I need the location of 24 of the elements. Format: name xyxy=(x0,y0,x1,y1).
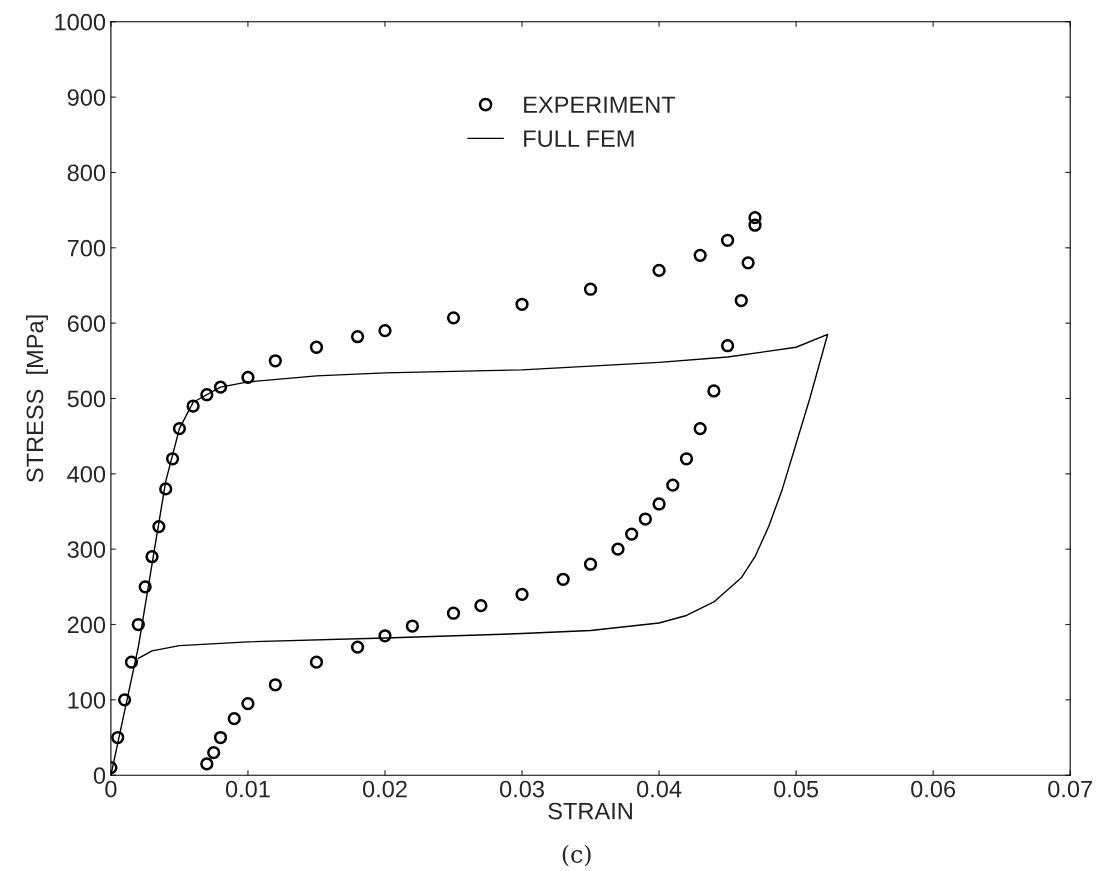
y-tick-label: 700 xyxy=(67,239,106,257)
y-tick-label: 200 xyxy=(67,616,106,634)
legend-label: EXPERIMENT xyxy=(524,96,676,113)
x-tick-label: 0.05 xyxy=(774,780,819,798)
x-tick-label: 0.04 xyxy=(637,780,682,798)
y-tick-label: 1000 xyxy=(55,13,106,31)
y-tick-label: 0 xyxy=(93,767,106,784)
y-tick-label: 100 xyxy=(68,691,106,709)
y-tick-label: 900 xyxy=(67,89,106,106)
x-tick-label: 0.07 xyxy=(1048,780,1092,798)
legend-label: FULL FEM xyxy=(524,130,634,147)
x-tick-label: 0.06 xyxy=(911,780,956,798)
y-tick-label: 600 xyxy=(67,315,106,332)
y-tick-label: 800 xyxy=(67,164,106,182)
y-tick-label: 500 xyxy=(67,390,106,408)
x-tick-label: 0.02 xyxy=(362,780,407,798)
y-tick-label: 300 xyxy=(67,541,106,558)
y-axis-title: STRESS [MPa] xyxy=(25,315,48,483)
x-tick-label: 0 xyxy=(105,780,117,798)
y-tick-label: 400 xyxy=(67,465,106,483)
x-tick-label: 0.03 xyxy=(499,780,544,798)
text: (c) xyxy=(562,844,591,867)
x-axis-title: STRAIN xyxy=(548,802,632,820)
x-tick-label: 0.01 xyxy=(225,780,270,798)
